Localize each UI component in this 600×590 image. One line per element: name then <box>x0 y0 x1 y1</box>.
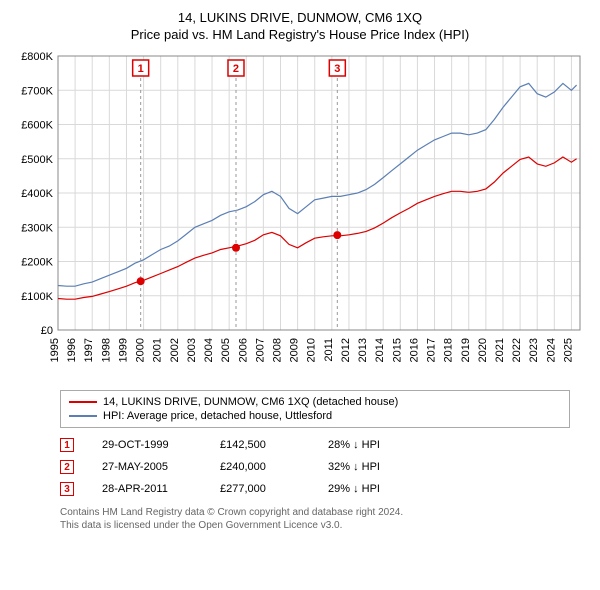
plot-area: £0 £100K £200K £300K £400K £500K £600K £700K £80… <box>10 50 590 380</box>
svg-text:2021: 2021 <box>494 338 506 362</box>
svg-text:2008: 2008 <box>271 338 283 362</box>
legend: 14, LUKINS DRIVE, DUNMOW, CM6 1XQ (detac… <box>60 390 570 428</box>
svg-text:2015: 2015 <box>391 338 403 362</box>
sale-price: £277,000 <box>220 483 300 495</box>
svg-text:2007: 2007 <box>254 338 266 362</box>
legend-item: HPI: Average price, detached house, Uttl… <box>69 409 561 423</box>
svg-text:2001: 2001 <box>152 338 164 362</box>
sales-row: 3 28-APR-2011 £277,000 29% ↓ HPI <box>60 478 570 500</box>
svg-text:2016: 2016 <box>408 338 420 362</box>
chart-container: 14, LUKINS DRIVE, DUNMOW, CM6 1XQ Price … <box>0 0 600 544</box>
sale-price: £142,500 <box>220 439 300 451</box>
svg-text:2010: 2010 <box>306 338 318 362</box>
sale-date: 27-MAY-2005 <box>102 461 192 473</box>
svg-text:1999: 1999 <box>117 338 129 362</box>
sale-diff: 28% ↓ HPI <box>328 439 428 451</box>
sale-marker-icon: 1 <box>60 438 74 452</box>
svg-text:£400K: £400K <box>21 188 53 200</box>
svg-text:£300K: £300K <box>21 222 53 234</box>
svg-text:1997: 1997 <box>83 338 95 362</box>
svg-text:1: 1 <box>138 63 144 75</box>
svg-text:£700K: £700K <box>21 85 53 97</box>
svg-text:£800K: £800K <box>21 51 53 63</box>
svg-text:1998: 1998 <box>100 338 112 362</box>
legend-swatch <box>69 415 97 417</box>
svg-text:2023: 2023 <box>528 338 540 362</box>
svg-text:2011: 2011 <box>323 338 335 362</box>
svg-text:2013: 2013 <box>357 338 369 362</box>
sale-marker-icon: 2 <box>60 460 74 474</box>
footnote-line: Contains HM Land Registry data © Crown c… <box>60 506 570 519</box>
legend-swatch <box>69 401 97 403</box>
svg-text:£600K: £600K <box>21 120 53 132</box>
svg-text:£200K: £200K <box>21 257 53 269</box>
svg-text:2019: 2019 <box>460 338 472 362</box>
svg-text:2025: 2025 <box>562 338 574 362</box>
sale-date: 29-OCT-1999 <box>102 439 192 451</box>
chart-title: 14, LUKINS DRIVE, DUNMOW, CM6 1XQ <box>10 10 590 25</box>
sale-diff: 32% ↓ HPI <box>328 461 428 473</box>
sale-diff: 29% ↓ HPI <box>328 483 428 495</box>
svg-text:£500K: £500K <box>21 154 53 166</box>
chart-subtitle: Price paid vs. HM Land Registry's House … <box>10 27 590 42</box>
svg-text:3: 3 <box>334 63 340 75</box>
svg-text:2020: 2020 <box>477 338 489 362</box>
svg-text:2002: 2002 <box>169 338 181 362</box>
svg-text:1995: 1995 <box>49 338 61 362</box>
legend-label: HPI: Average price, detached house, Uttl… <box>103 410 332 422</box>
sales-row: 1 29-OCT-1999 £142,500 28% ↓ HPI <box>60 434 570 456</box>
svg-text:2009: 2009 <box>289 338 301 362</box>
sale-date: 28-APR-2011 <box>102 483 192 495</box>
footnote: Contains HM Land Registry data © Crown c… <box>60 506 570 532</box>
svg-text:1996: 1996 <box>66 338 78 362</box>
legend-label: 14, LUKINS DRIVE, DUNMOW, CM6 1XQ (detac… <box>103 396 398 408</box>
svg-text:2: 2 <box>233 63 239 75</box>
sales-table: 1 29-OCT-1999 £142,500 28% ↓ HPI 2 27-MAY-200… <box>60 434 570 500</box>
svg-text:2024: 2024 <box>545 338 557 362</box>
svg-text:2005: 2005 <box>220 338 232 362</box>
svg-text:2004: 2004 <box>203 338 215 362</box>
svg-text:2012: 2012 <box>340 338 352 362</box>
svg-text:£100K: £100K <box>21 291 53 303</box>
svg-text:£0: £0 <box>41 325 53 337</box>
footnote-line: This data is licensed under the Open Gov… <box>60 519 570 532</box>
legend-item: 14, LUKINS DRIVE, DUNMOW, CM6 1XQ (detac… <box>69 395 561 409</box>
svg-text:2006: 2006 <box>237 338 249 362</box>
svg-text:2000: 2000 <box>135 338 147 362</box>
svg-text:2014: 2014 <box>374 338 386 362</box>
svg-text:2018: 2018 <box>443 338 455 362</box>
chart-svg: £0 £100K £200K £300K £400K £500K £600K £700K £80… <box>10 50 590 380</box>
sale-price: £240,000 <box>220 461 300 473</box>
svg-text:2003: 2003 <box>186 338 198 362</box>
sales-row: 2 27-MAY-2005 £240,000 32% ↓ HPI <box>60 456 570 478</box>
svg-text:2022: 2022 <box>511 338 523 362</box>
sale-marker-icon: 3 <box>60 482 74 496</box>
svg-text:2017: 2017 <box>426 338 438 362</box>
